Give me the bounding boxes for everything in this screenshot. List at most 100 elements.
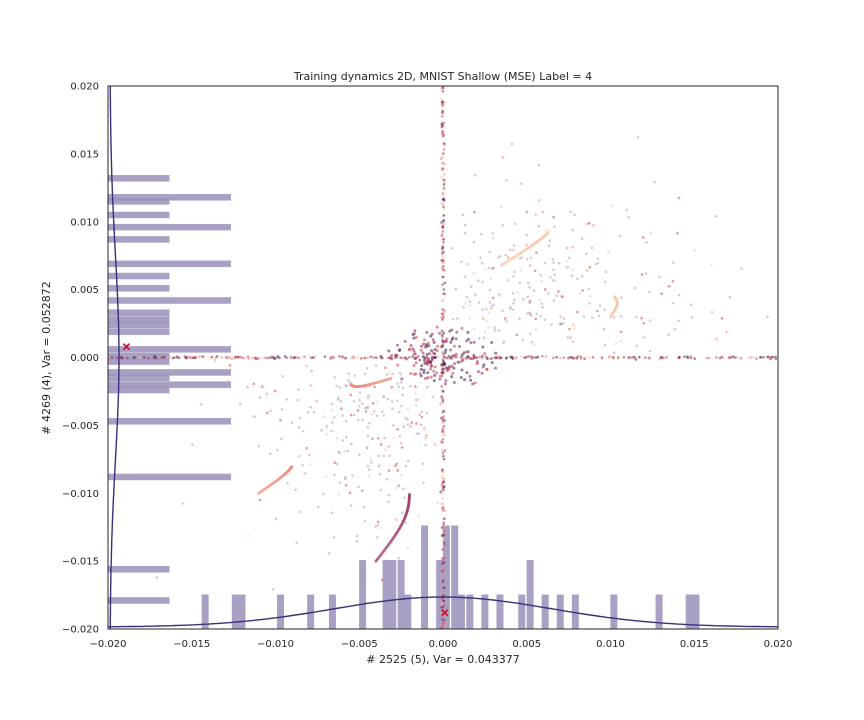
scatter-point (339, 400, 343, 403)
scatter-point (322, 492, 325, 496)
scatter-point (644, 272, 648, 275)
scatter-point (573, 213, 576, 216)
scatter-point (640, 316, 643, 320)
y-histogram-bar (108, 198, 170, 205)
scatter-point (260, 385, 264, 389)
scatter-point (490, 307, 493, 310)
scatter-point (546, 231, 550, 235)
scatter-point (386, 356, 389, 360)
scatter-point (429, 334, 433, 338)
y-tick-label: −0.020 (62, 625, 99, 636)
scatter-point (257, 444, 261, 448)
scatter-point (440, 97, 444, 100)
y-histogram-bar (108, 374, 170, 382)
scatter-point (571, 245, 574, 249)
scatter-point (463, 275, 467, 279)
scatter-point (573, 327, 577, 330)
scatter-point (491, 296, 495, 300)
scatter-point (598, 304, 602, 307)
scatter-point (588, 265, 592, 269)
scatter-point (433, 373, 437, 377)
x-histogram-bar (238, 594, 246, 629)
scatter-point (441, 497, 444, 500)
scatter-point (442, 433, 446, 436)
scatter-point (610, 204, 614, 208)
scatter-point (704, 356, 708, 360)
scatter-point (526, 312, 529, 315)
scatter-point (375, 400, 378, 404)
scatter-point (406, 418, 409, 421)
scatter-point (469, 285, 473, 288)
scatter-point (671, 279, 675, 283)
scatter-point (349, 413, 353, 417)
scatter-point (612, 295, 616, 299)
y-histogram-bar (108, 175, 170, 182)
scatter-point (415, 422, 418, 425)
scatter-point (441, 90, 445, 93)
scatter-point (382, 395, 386, 399)
scatter-point (480, 261, 484, 265)
scatter-point (442, 207, 446, 210)
scatter-point (449, 356, 453, 360)
scatter-point (441, 86, 445, 90)
scatter-point (379, 488, 383, 492)
y-histogram-bar (108, 223, 231, 231)
scatter-point (555, 355, 558, 359)
scatter-point (387, 469, 391, 472)
scatter-point (426, 376, 430, 380)
scatter-point (774, 357, 778, 361)
scatter-point (443, 162, 447, 166)
scatter-point (376, 520, 380, 524)
scatter-point (553, 225, 556, 228)
scatter-point (534, 328, 538, 331)
x-histogram-bar (421, 525, 429, 629)
scatter-point (440, 221, 443, 224)
scatter-point (226, 378, 230, 382)
scatter-point (740, 267, 743, 270)
scatter-point (677, 355, 681, 359)
scatter-point (513, 222, 517, 226)
scatter-point (466, 262, 469, 266)
scatter-point (537, 163, 541, 167)
scatter-point (519, 269, 523, 272)
scatter-point (460, 368, 464, 372)
scatter-point (516, 291, 520, 294)
scatter-point (400, 356, 404, 360)
scatter-point (710, 263, 713, 267)
scatter-point (490, 361, 494, 365)
scatter-point (449, 340, 453, 344)
scatter-point (368, 421, 371, 425)
scatter-point (425, 353, 429, 357)
scatter-point (576, 310, 579, 314)
scatter-point (433, 352, 437, 356)
scatter-point (356, 409, 360, 412)
scatter-point (421, 462, 425, 466)
scatter-point (403, 339, 407, 343)
scatter-point (442, 457, 446, 461)
scatter-point (541, 305, 544, 309)
scatter-point (265, 411, 269, 415)
scatter-point (553, 273, 557, 277)
x-tick-label: −0.010 (257, 639, 294, 650)
y-tick-label: 0.005 (70, 285, 99, 296)
scatter-point (184, 356, 188, 359)
scatter-point (501, 156, 505, 159)
scatter-point (603, 343, 607, 347)
scatter-point (520, 182, 523, 185)
scatter-point (499, 356, 503, 360)
scatter-point (552, 261, 556, 265)
scatter-point (441, 430, 444, 433)
scatter-point (471, 382, 475, 386)
scatter-point (373, 385, 376, 389)
scatter-point (163, 355, 166, 359)
scatter-point (488, 301, 492, 304)
scatter-point (767, 355, 770, 359)
scatter-point (472, 327, 476, 331)
scatter-point (528, 285, 531, 289)
scatter-point (451, 371, 455, 375)
scatter-point (476, 370, 480, 374)
scatter-point (436, 501, 440, 504)
scatter-point (415, 432, 419, 435)
scatter-point (199, 403, 203, 406)
scatter-point (357, 405, 361, 408)
